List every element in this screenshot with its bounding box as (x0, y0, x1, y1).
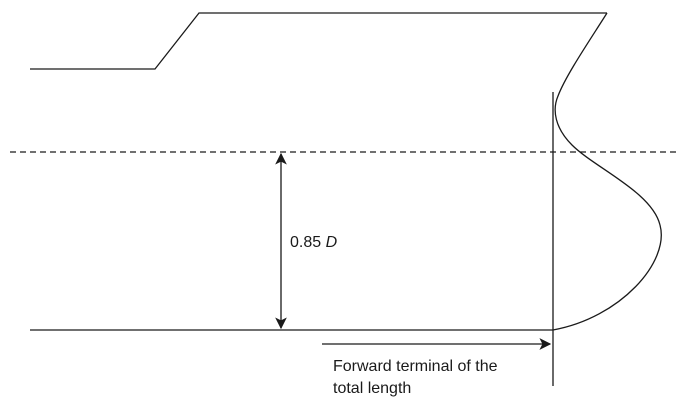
bow-profile (552, 12, 662, 331)
dimension-label: 0.85 D (290, 234, 338, 251)
dimension-value: 0.85 (290, 234, 326, 251)
deck-line (30, 12, 607, 70)
dimension-symbol: D (326, 234, 338, 251)
terminal-label-line1: Forward terminal of the (333, 358, 498, 375)
terminal-label-line2: total length (333, 380, 411, 397)
